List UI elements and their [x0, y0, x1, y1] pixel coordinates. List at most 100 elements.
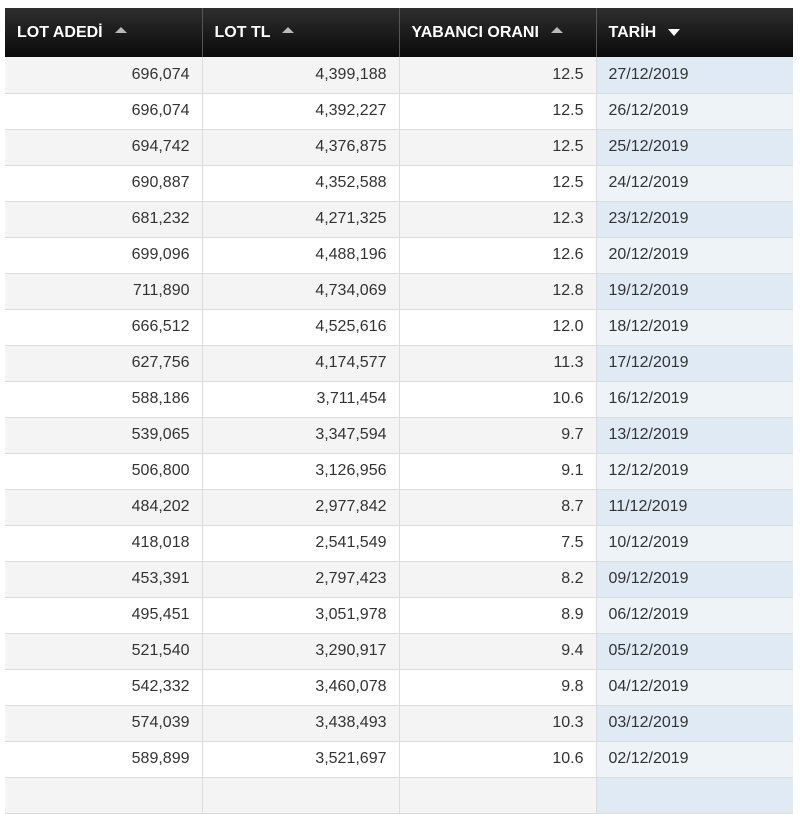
- cell-lot-tl: 4,392,227: [202, 93, 400, 130]
- table-row: 484,202 2,977,842 8.7 11/12/2019: [5, 489, 793, 526]
- table-row: 588,186 3,711,454 10.6 16/12/2019: [5, 381, 793, 418]
- cell-lot-adedi: [5, 777, 203, 814]
- table-row: 418,018 2,541,549 7.5 10/12/2019: [5, 525, 793, 562]
- table-row: 506,800 3,126,956 9.1 12/12/2019: [5, 453, 793, 490]
- foreign-ownership-table: LOT ADEDİ LOT TL YABANCI ORANI TARİH 696…: [5, 8, 793, 814]
- cell-yabanci-orani: 12.3: [399, 201, 597, 238]
- cell-lot-adedi: 574,039: [5, 705, 203, 742]
- table-body: 696,074 4,399,188 12.5 27/12/2019 696,074 4,3…: [5, 57, 793, 814]
- table-row: 589,899 3,521,697 10.6 02/12/2019: [5, 741, 793, 778]
- cell-tarih: 19/12/2019: [596, 273, 793, 310]
- cell-lot-tl: 3,051,978: [202, 597, 400, 634]
- cell-yabanci-orani: 7.5: [399, 525, 597, 562]
- cell-lot-tl: 4,271,325: [202, 201, 400, 238]
- cell-tarih: 18/12/2019: [596, 309, 793, 346]
- cell-lot-tl: [202, 777, 400, 814]
- cell-yabanci-orani: 8.9: [399, 597, 597, 634]
- table-row: [5, 777, 793, 814]
- cell-tarih: 23/12/2019: [596, 201, 793, 238]
- cell-lot-adedi: 696,074: [5, 93, 203, 130]
- cell-tarih: 20/12/2019: [596, 237, 793, 274]
- cell-lot-tl: 3,438,493: [202, 705, 400, 742]
- cell-tarih: 27/12/2019: [596, 57, 793, 94]
- cell-tarih: 11/12/2019: [596, 489, 793, 526]
- table-row: 694,742 4,376,875 12.5 25/12/2019: [5, 129, 793, 166]
- cell-yabanci-orani: 12.5: [399, 57, 597, 94]
- table-row: 666,512 4,525,616 12.0 18/12/2019: [5, 309, 793, 346]
- cell-yabanci-orani: 12.5: [399, 93, 597, 130]
- cell-lot-adedi: 418,018: [5, 525, 203, 562]
- cell-lot-adedi: 711,890: [5, 273, 203, 310]
- cell-yabanci-orani: 10.6: [399, 741, 597, 778]
- table-row: 711,890 4,734,069 12.8 19/12/2019: [5, 273, 793, 310]
- cell-tarih: 17/12/2019: [596, 345, 793, 382]
- sort-ascending-icon[interactable]: [114, 27, 127, 34]
- cell-lot-adedi: 539,065: [5, 417, 203, 454]
- cell-lot-tl: 2,541,549: [202, 525, 400, 562]
- table-header-row: LOT ADEDİ LOT TL YABANCI ORANI TARİH: [5, 8, 793, 57]
- cell-yabanci-orani: 9.7: [399, 417, 597, 454]
- cell-tarih: 03/12/2019: [596, 705, 793, 742]
- table-row: 696,074 4,392,227 12.5 26/12/2019: [5, 93, 793, 130]
- cell-lot-tl: 3,290,917: [202, 633, 400, 670]
- cell-lot-adedi: 627,756: [5, 345, 203, 382]
- cell-lot-adedi: 696,074: [5, 57, 203, 94]
- table-row: 542,332 3,460,078 9.8 04/12/2019: [5, 669, 793, 706]
- cell-lot-tl: 3,521,697: [202, 741, 400, 778]
- cell-tarih: 25/12/2019: [596, 129, 793, 166]
- cell-tarih: 26/12/2019: [596, 93, 793, 130]
- table-row: 627,756 4,174,577 11.3 17/12/2019: [5, 345, 793, 382]
- data-table-container: LOT ADEDİ LOT TL YABANCI ORANI TARİH 696…: [5, 8, 793, 814]
- column-header-lot-tl[interactable]: LOT TL: [202, 8, 400, 57]
- column-header-lot-adedi[interactable]: LOT ADEDİ: [5, 8, 203, 57]
- cell-yabanci-orani: 12.5: [399, 129, 597, 166]
- cell-lot-tl: 4,734,069: [202, 273, 400, 310]
- cell-tarih: 09/12/2019: [596, 561, 793, 598]
- column-header-label: LOT ADEDİ: [17, 23, 103, 41]
- cell-yabanci-orani: 8.7: [399, 489, 597, 526]
- column-header-tarih[interactable]: TARİH: [596, 8, 793, 57]
- cell-lot-adedi: 495,451: [5, 597, 203, 634]
- cell-lot-tl: 3,460,078: [202, 669, 400, 706]
- cell-lot-adedi: 588,186: [5, 381, 203, 418]
- cell-yabanci-orani: 12.0: [399, 309, 597, 346]
- cell-lot-adedi: 484,202: [5, 489, 203, 526]
- table-row: 539,065 3,347,594 9.7 13/12/2019: [5, 417, 793, 454]
- cell-lot-adedi: 694,742: [5, 129, 203, 166]
- sort-ascending-icon[interactable]: [282, 27, 295, 34]
- cell-yabanci-orani: 12.6: [399, 237, 597, 274]
- cell-lot-tl: 4,352,588: [202, 165, 400, 202]
- cell-lot-adedi: 690,887: [5, 165, 203, 202]
- cell-lot-adedi: 589,899: [5, 741, 203, 778]
- cell-yabanci-orani: [399, 777, 597, 814]
- cell-tarih: 12/12/2019: [596, 453, 793, 490]
- column-header-yabanci-orani[interactable]: YABANCI ORANI: [399, 8, 597, 57]
- cell-lot-tl: 4,488,196: [202, 237, 400, 274]
- column-header-label: TARİH: [608, 23, 657, 41]
- cell-yabanci-orani: 8.2: [399, 561, 597, 598]
- sort-ascending-icon[interactable]: [550, 27, 563, 34]
- cell-lot-adedi: 681,232: [5, 201, 203, 238]
- cell-lot-tl: 2,977,842: [202, 489, 400, 526]
- cell-tarih: [596, 777, 793, 814]
- cell-lot-adedi: 542,332: [5, 669, 203, 706]
- cell-tarih: 10/12/2019: [596, 525, 793, 562]
- cell-yabanci-orani: 9.8: [399, 669, 597, 706]
- cell-yabanci-orani: 9.1: [399, 453, 597, 490]
- cell-yabanci-orani: 12.5: [399, 165, 597, 202]
- cell-lot-tl: 3,126,956: [202, 453, 400, 490]
- cell-lot-tl: 4,376,875: [202, 129, 400, 166]
- sort-descending-icon[interactable]: [668, 28, 681, 36]
- table-row: 574,039 3,438,493 10.3 03/12/2019: [5, 705, 793, 742]
- cell-tarih: 02/12/2019: [596, 741, 793, 778]
- table-row: 681,232 4,271,325 12.3 23/12/2019: [5, 201, 793, 238]
- column-header-label: LOT TL: [214, 23, 271, 41]
- table-row: 699,096 4,488,196 12.6 20/12/2019: [5, 237, 793, 274]
- cell-lot-tl: 4,525,616: [202, 309, 400, 346]
- cell-lot-adedi: 521,540: [5, 633, 203, 670]
- cell-lot-adedi: 699,096: [5, 237, 203, 274]
- cell-tarih: 24/12/2019: [596, 165, 793, 202]
- cell-yabanci-orani: 12.8: [399, 273, 597, 310]
- cell-tarih: 13/12/2019: [596, 417, 793, 454]
- cell-tarih: 16/12/2019: [596, 381, 793, 418]
